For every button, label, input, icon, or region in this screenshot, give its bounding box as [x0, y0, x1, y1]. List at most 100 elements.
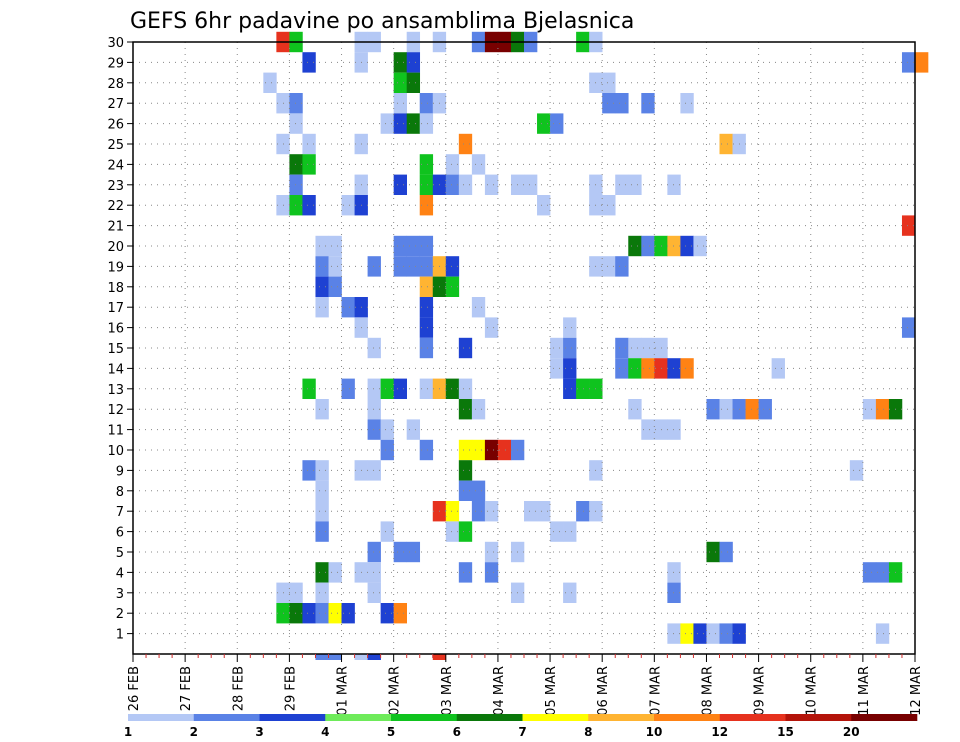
- heatmap-cell: [367, 337, 381, 359]
- heatmap-cell: [719, 623, 733, 644]
- heatmap-cell: [341, 195, 355, 216]
- heatmap-cell: [563, 337, 577, 359]
- heatmap-cell: [563, 582, 577, 603]
- legend-label: 8: [584, 725, 592, 739]
- heatmap-cell: [380, 521, 394, 542]
- x-axis: 26 FEB 27 FEB 28 FEB 29 FEB 01 MAR 02 MAR 03 M…: [127, 654, 924, 716]
- heatmap-cell: [315, 501, 329, 522]
- heatmap-cell: [484, 174, 499, 195]
- heatmap-cell: [576, 378, 590, 399]
- heatmap-cell: [328, 603, 342, 624]
- heatmap-cell: [654, 419, 668, 440]
- heatmap-cell: [862, 562, 877, 583]
- heatmap-cell: [628, 174, 642, 195]
- heatmap-cell: [602, 93, 616, 114]
- heatmap-cell: [576, 501, 590, 522]
- legend-label: 2: [190, 725, 198, 739]
- y-tick-label: 23: [107, 179, 124, 194]
- heatmap-cell: [315, 654, 329, 660]
- heatmap-cell: [302, 133, 316, 155]
- heatmap-cell: [393, 174, 407, 195]
- legend-swatch: [719, 714, 786, 721]
- heatmap-cell: [484, 439, 499, 461]
- legend-swatch: [456, 714, 523, 721]
- heatmap-cell: [458, 399, 473, 420]
- x-tick-label: 03 MAR: [440, 666, 455, 716]
- heatmap-cell: [328, 235, 342, 257]
- y-tick-label: 25: [107, 138, 124, 153]
- heatmap-cell: [445, 521, 460, 542]
- heatmap-cell: [380, 603, 394, 624]
- heatmap-cell: [263, 72, 277, 93]
- heatmap-cell: [875, 399, 890, 420]
- heatmap-cell: [458, 460, 473, 481]
- heatmap-cell: [537, 195, 551, 216]
- y-tick-label: 19: [107, 260, 124, 275]
- heatmap-cell: [419, 154, 434, 175]
- heatmap-cell: [367, 582, 381, 603]
- heatmap-cell: [354, 654, 368, 660]
- legend-swatch: [588, 714, 655, 721]
- heatmap-cell: [406, 419, 421, 440]
- heatmap-cell: [641, 337, 655, 359]
- heatmap-cell: [406, 72, 421, 93]
- heatmap-cell: [458, 562, 473, 583]
- heatmap-cell: [341, 603, 355, 624]
- heatmap-cell: [406, 235, 421, 257]
- heatmap-cell: [471, 297, 486, 318]
- legend-label: 7: [518, 725, 526, 739]
- heatmap-cell: [445, 154, 460, 175]
- heatmap-cell: [302, 154, 316, 175]
- x-tick-label: 06 MAR: [596, 666, 611, 716]
- heatmap-cell: [406, 52, 421, 73]
- heatmap-cell: [315, 521, 329, 542]
- heatmap-cell: [497, 439, 512, 461]
- legend-label: 12: [711, 725, 728, 739]
- legend-label: 5: [387, 725, 395, 739]
- grid-layer: [133, 41, 915, 654]
- y-tick-label: 11: [107, 424, 124, 439]
- heatmap-cell: [706, 623, 720, 644]
- legend-swatch: [785, 714, 852, 721]
- heatmap-cell: [419, 93, 434, 114]
- heatmap-cell: [628, 358, 642, 379]
- y-tick-label: 2: [116, 607, 124, 622]
- legend-swatch: [522, 714, 589, 721]
- heatmap-cell: [458, 521, 473, 542]
- heatmap-cell: [471, 399, 486, 420]
- y-tick-label: 12: [107, 403, 124, 418]
- heatmap-cell: [680, 623, 694, 644]
- heatmap-cell: [484, 501, 499, 522]
- heatmap-cell: [602, 72, 616, 93]
- color-legend: 1 2 3 4 5 6 7 8 10 12 15 20: [124, 714, 918, 739]
- heatmap-cell: [367, 541, 381, 563]
- heatmap-cell: [289, 113, 303, 134]
- heatmap-cell: [289, 93, 303, 114]
- heatmap-cell: [550, 358, 564, 379]
- heatmap-cell: [341, 297, 355, 318]
- x-tick-label: 26 FEB: [127, 666, 142, 711]
- heatmap-cell: [901, 52, 916, 73]
- heatmap-cell: [367, 460, 381, 481]
- heatmap-cell: [367, 654, 381, 660]
- heatmap-cell: [758, 399, 772, 420]
- heatmap-cell: [289, 582, 303, 603]
- heatmap-cell: [302, 52, 316, 73]
- heatmap-cell: [458, 439, 473, 461]
- y-tick-label: 26: [107, 118, 124, 133]
- heatmap-cell: [471, 439, 486, 461]
- legend-label: 20: [843, 725, 860, 739]
- heatmap-cell: [693, 623, 707, 644]
- heatmap-cell: [563, 521, 577, 542]
- heatmap-cell: [302, 460, 316, 481]
- y-tick-label: 10: [107, 444, 124, 459]
- heatmap-cell: [380, 113, 394, 134]
- heatmap-cell: [550, 337, 564, 359]
- legend-swatch: [391, 714, 458, 721]
- y-tick-label: 14: [107, 362, 124, 377]
- heatmap-cell: [915, 52, 929, 73]
- heatmap-cell: [654, 235, 668, 257]
- heatmap-cell: [719, 541, 733, 563]
- cells-layer: [263, 31, 929, 660]
- heatmap-cell: [602, 195, 616, 216]
